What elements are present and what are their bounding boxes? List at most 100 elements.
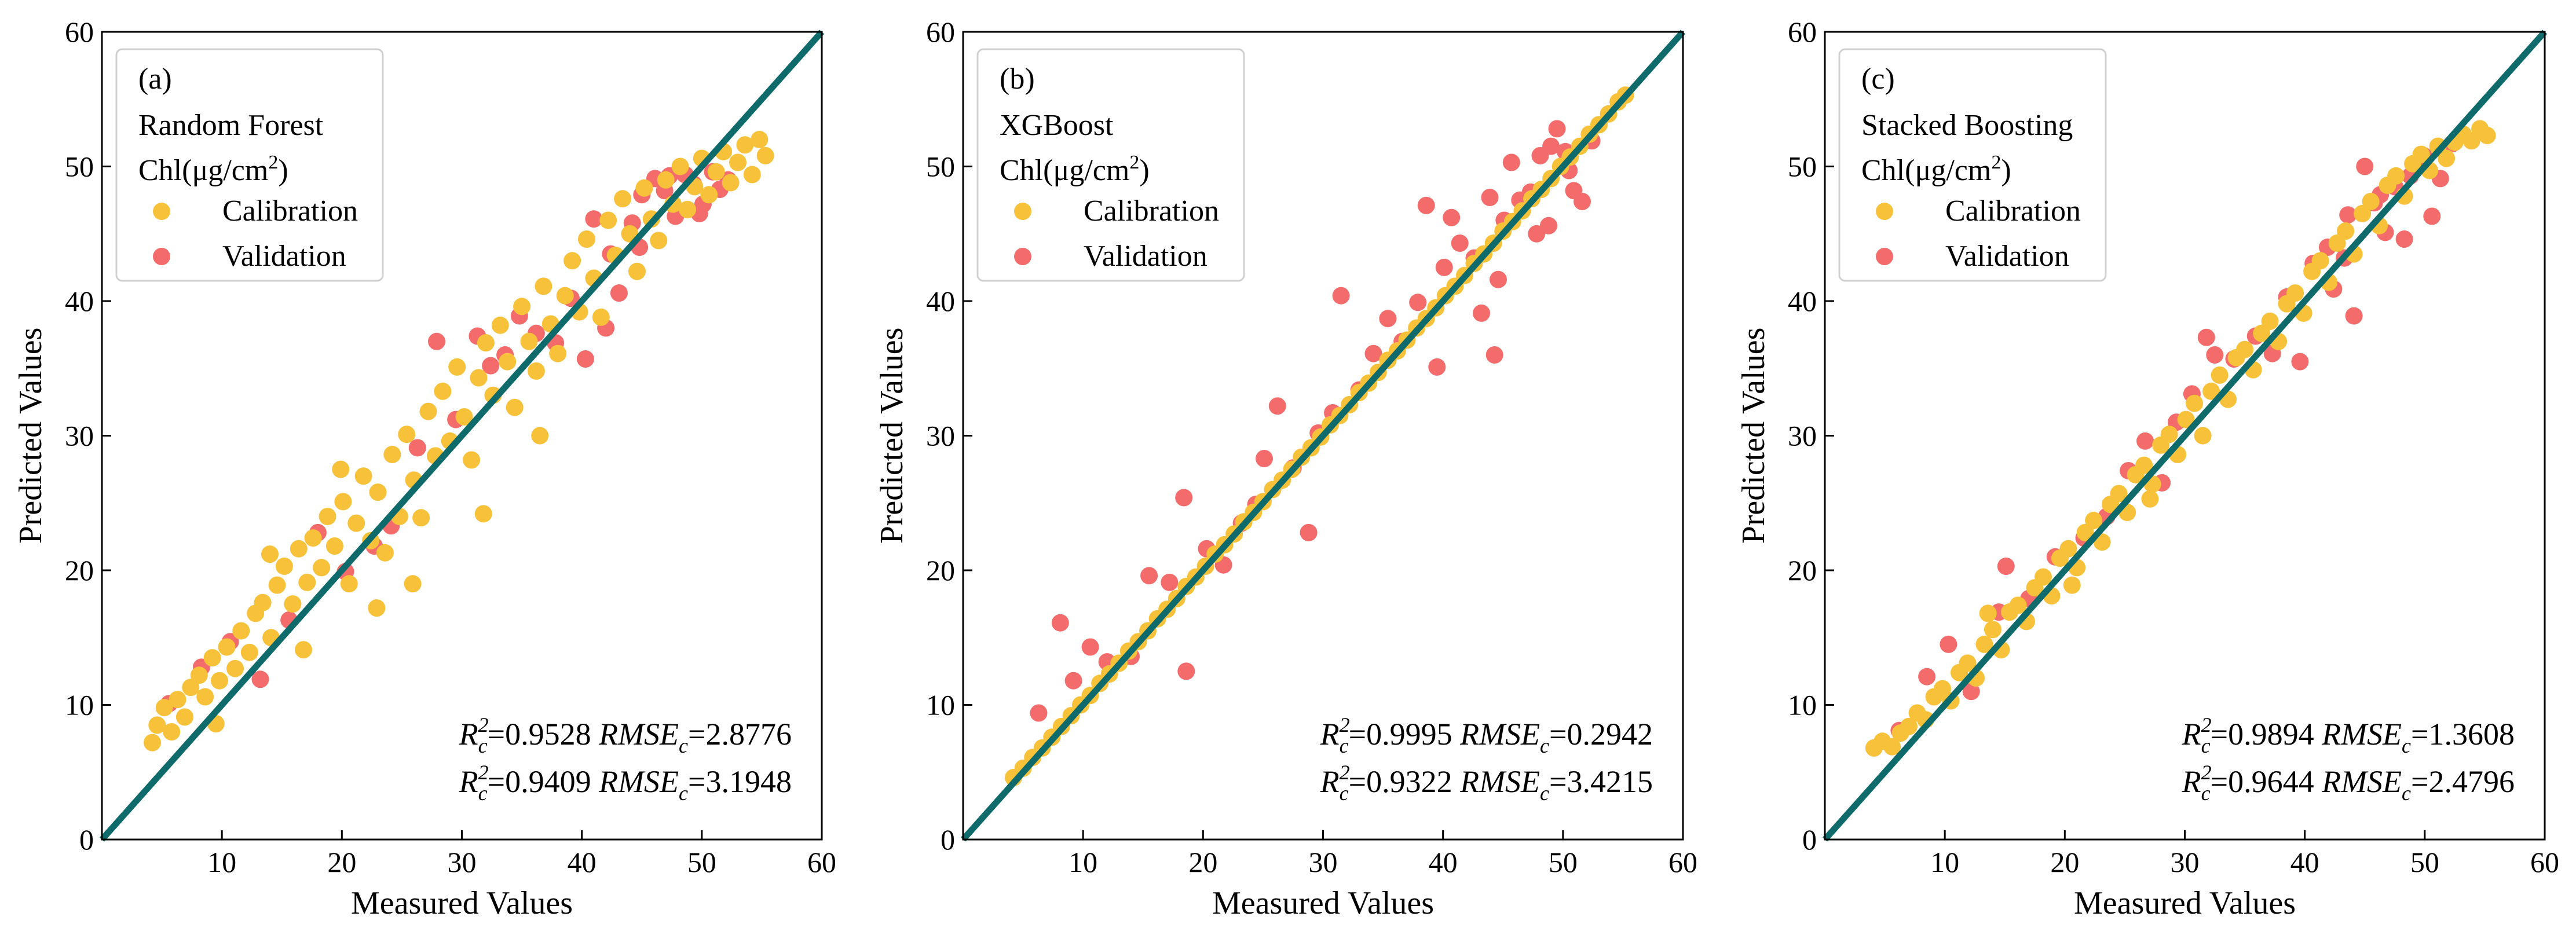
stats-line: R2 c=0.9644 RMSEc=2.4796 <box>2182 761 2515 805</box>
validation-point <box>1451 234 1469 252</box>
y-tick-label: 0 <box>1802 823 1817 856</box>
calibration-point <box>218 638 236 656</box>
validation-point <box>1574 193 1591 210</box>
calibration-point <box>304 529 322 547</box>
calibration-point <box>2328 234 2346 252</box>
y-tick-label: 40 <box>1788 285 1817 317</box>
validation-point <box>1161 573 1179 591</box>
y-axis-label: Predicted Values <box>13 328 49 544</box>
y-tick-label: 30 <box>1788 420 1817 452</box>
model-name: XGBoost <box>1000 109 1114 142</box>
validation-legend-marker <box>1876 248 1893 265</box>
calibration-point <box>368 599 386 617</box>
calibration-point <box>491 316 509 334</box>
validation-point <box>1548 120 1566 138</box>
validation-legend-label: Validation <box>1945 240 2069 273</box>
y-axis-label: Predicted Values <box>1736 328 1772 544</box>
calibration-point <box>412 509 430 527</box>
calibration-point <box>448 358 466 376</box>
calibration-point <box>564 252 581 270</box>
calibration-point <box>531 427 549 445</box>
x-axis-label: Measured Values <box>2074 885 2296 921</box>
stats-line: R2 c=0.9894 RMSEc=1.3608 <box>2182 713 2515 757</box>
validation-point <box>1918 668 1936 686</box>
calibration-point <box>722 174 740 192</box>
y-tick-label: 40 <box>65 285 94 317</box>
validation-point <box>1417 196 1435 214</box>
calibration-point <box>2362 193 2380 210</box>
stats-line: R2 c=0.9322 RMSEc=3.4215 <box>1320 761 1653 805</box>
calibration-point <box>628 262 646 280</box>
calibration-point <box>614 190 632 208</box>
panel-label: (b) <box>1000 63 1035 96</box>
validation-point <box>1175 489 1193 507</box>
calibration-point <box>148 716 166 734</box>
calibration-point <box>434 382 452 400</box>
x-tick-label: 60 <box>2530 846 2559 878</box>
x-tick-label: 30 <box>1309 846 1338 878</box>
calibration-point <box>226 659 244 677</box>
calibration-point <box>155 699 173 717</box>
calibration-point <box>2063 576 2081 594</box>
calibration-point <box>376 544 394 562</box>
panel-b: 10 20 30 40 50 60 0 10 20 30 40 50 60 Measured Values… <box>874 16 1697 921</box>
validation-point <box>1409 294 1427 311</box>
calibration-point <box>1975 635 1993 653</box>
calibration-point <box>2261 312 2279 330</box>
calibration-point <box>190 666 208 684</box>
x-axis-label: Measured Values <box>1212 885 1434 921</box>
calibration-point <box>182 679 200 697</box>
validation-point <box>2206 346 2224 364</box>
calibration-point <box>657 171 675 189</box>
validation-point <box>482 357 500 375</box>
calibration-point <box>455 408 473 426</box>
calibration-point <box>2286 284 2304 302</box>
validation-point <box>1051 614 1069 632</box>
calibration-point <box>332 460 350 478</box>
calibration-point <box>2160 426 2178 443</box>
calibration-point <box>2311 252 2329 270</box>
calibration-point <box>319 508 336 525</box>
calibration-point <box>527 362 545 380</box>
calibration-point <box>275 558 293 575</box>
validation-point <box>1528 225 1546 243</box>
calibration-point <box>2337 222 2355 240</box>
validation-legend-label: Validation <box>222 240 346 273</box>
calibration-point <box>743 166 761 184</box>
y-tick-label: 20 <box>1788 554 1817 587</box>
validation-point <box>1064 672 1082 690</box>
validation-point <box>408 439 426 457</box>
stats-line: R2 c=0.9528 RMSEc=2.8776 <box>459 713 792 757</box>
calibration-point <box>736 136 754 154</box>
x-axis-label: Measured Values <box>351 885 573 921</box>
calibration-point <box>2059 540 2077 558</box>
calibration-point <box>592 308 610 326</box>
calibration-point <box>2211 366 2229 384</box>
x-tick-label: 60 <box>1668 846 1697 878</box>
calibration-point <box>203 649 221 667</box>
calibration-legend-label: Calibration <box>1945 195 2081 228</box>
calibration-point <box>463 451 481 469</box>
validation-point <box>576 350 594 368</box>
calibration-point <box>499 353 517 371</box>
y-tick-label: 0 <box>79 823 94 856</box>
calibration-point <box>169 691 186 709</box>
validation-point <box>1300 523 1318 541</box>
validation-point <box>2356 157 2374 175</box>
calibration-point <box>1979 604 1997 622</box>
calibration-point <box>1883 738 1901 756</box>
validation-point <box>2345 307 2363 325</box>
y-tick-label: 0 <box>941 823 955 856</box>
calibration-point <box>520 332 538 350</box>
calibration-point <box>535 277 552 295</box>
calibration-point <box>2035 568 2052 586</box>
validation-point <box>251 670 269 688</box>
identity-line <box>960 30 1686 842</box>
calibration-point <box>513 298 531 316</box>
calibration-point <box>578 230 595 248</box>
x-tick-label: 50 <box>1549 846 1578 878</box>
validation-point <box>610 284 628 302</box>
calibration-point <box>2135 456 2153 474</box>
calibration-point <box>2141 490 2159 508</box>
